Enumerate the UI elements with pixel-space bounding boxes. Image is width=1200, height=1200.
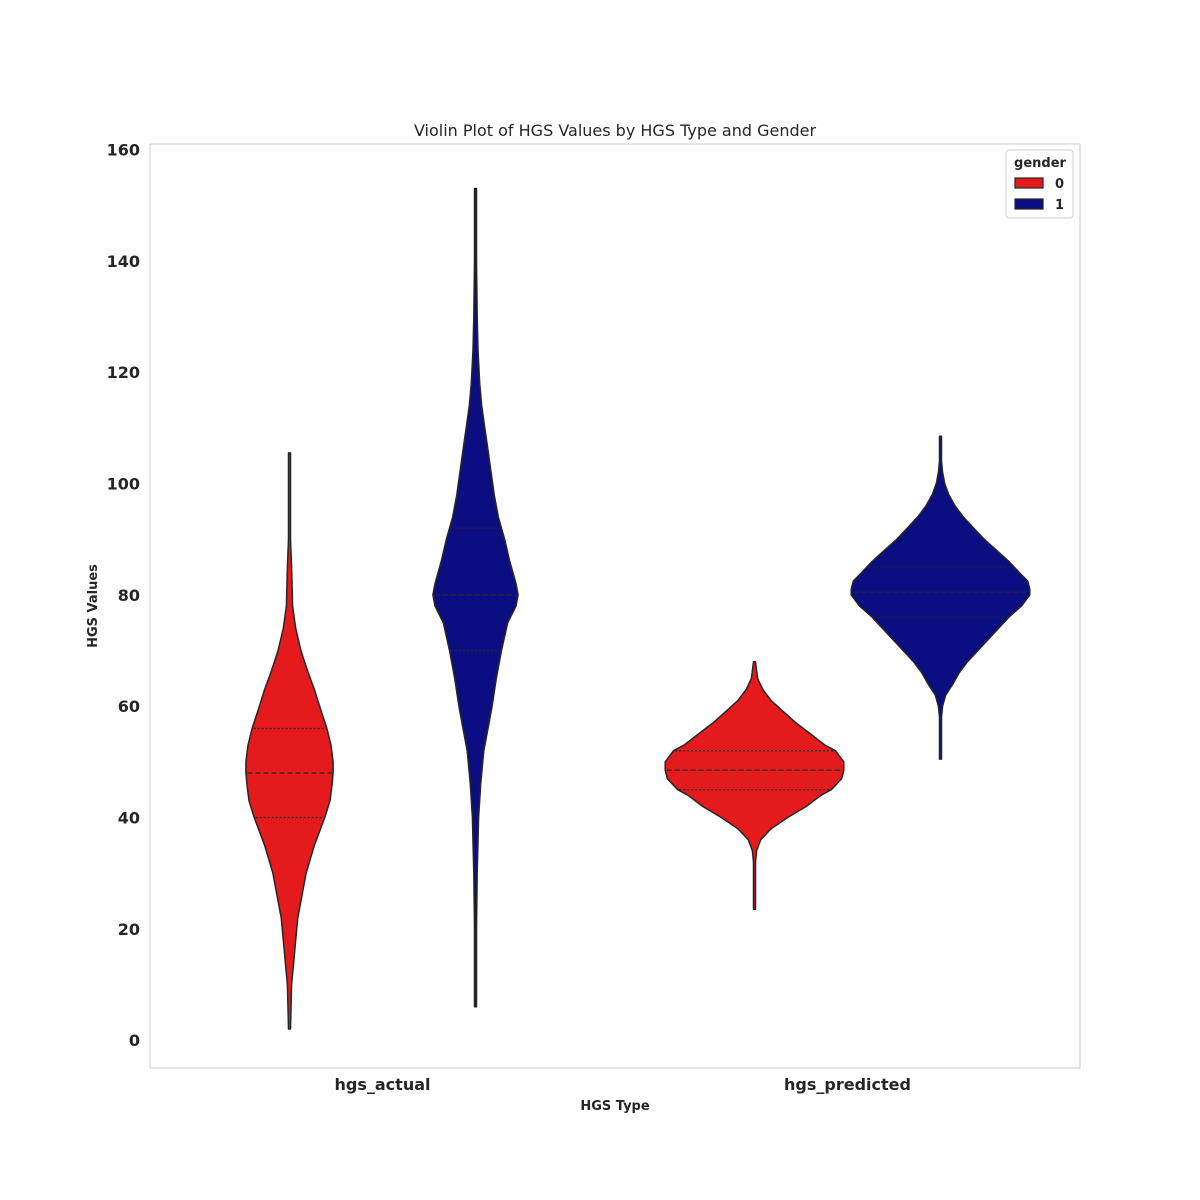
violin-hgs_actual-0 bbox=[245, 452, 334, 1030]
y-tick-label: 160 bbox=[107, 141, 140, 160]
y-tick-label: 60 bbox=[118, 697, 140, 716]
y-tick-label: 80 bbox=[118, 586, 140, 605]
violin-hgs_actual-1 bbox=[432, 187, 519, 1008]
x-tick-label: hgs_predicted bbox=[784, 1075, 911, 1094]
chart-title: Violin Plot of HGS Values by HGS Type an… bbox=[414, 121, 817, 140]
legend-items: 01 bbox=[1014, 177, 1064, 213]
violin-body bbox=[664, 660, 845, 911]
legend-label: 0 bbox=[1055, 177, 1064, 192]
y-tick-label: 20 bbox=[118, 920, 140, 939]
legend-label: 1 bbox=[1055, 198, 1064, 213]
x-axis-ticks: hgs_actual hgs_predicted bbox=[335, 1075, 911, 1094]
y-tick-label: 140 bbox=[107, 252, 140, 271]
violin-hgs_predicted-0 bbox=[664, 660, 845, 911]
legend-swatch bbox=[1014, 198, 1044, 210]
y-axis-label: HGS Values bbox=[86, 564, 101, 648]
violin-body bbox=[245, 452, 334, 1030]
y-tick-label: 120 bbox=[107, 363, 140, 382]
y-tick-label: 0 bbox=[129, 1031, 140, 1050]
y-tick-label: 100 bbox=[107, 475, 140, 494]
y-tick-label: 40 bbox=[118, 809, 140, 828]
y-axis-ticks: 0 20 40 60 80 100 120 140 160 bbox=[107, 141, 140, 1051]
x-tick-label: hgs_actual bbox=[335, 1075, 431, 1094]
violin-hgs_predicted-1 bbox=[850, 435, 1031, 760]
violin-body bbox=[432, 187, 519, 1008]
x-axis-label: HGS Type bbox=[580, 1099, 650, 1114]
violins-group bbox=[245, 187, 1031, 1030]
legend-title: gender bbox=[1014, 156, 1067, 171]
legend-swatch bbox=[1014, 177, 1044, 189]
violin-body bbox=[850, 435, 1031, 760]
legend: gender 01 bbox=[1005, 149, 1074, 219]
